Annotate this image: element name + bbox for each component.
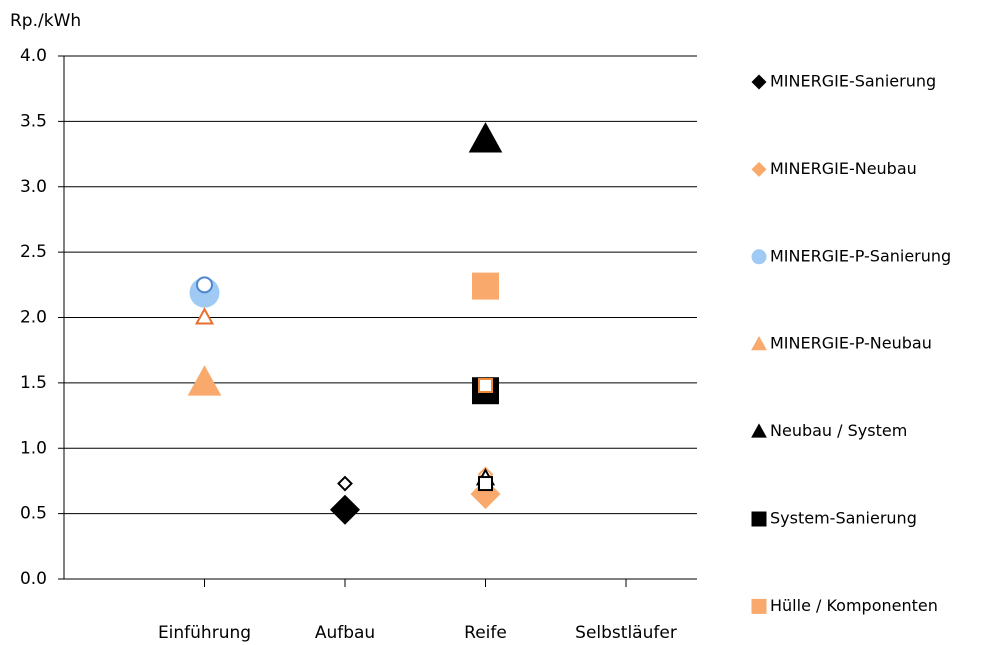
x-tick-label: Selbstläufer (575, 623, 677, 643)
marker (478, 377, 493, 393)
legend-label: MINERGIE-P-Sanierung (770, 246, 951, 265)
marker (196, 276, 213, 294)
y-tick-label: 0.0 (20, 569, 47, 589)
marker (194, 307, 215, 325)
legend-label: Hülle / Komponenten (770, 596, 938, 615)
legend-marker (751, 74, 767, 90)
y-axis-label: Rp./kWh (10, 11, 81, 31)
legend-marker (751, 511, 767, 527)
y-tick-label: 1.5 (20, 373, 47, 393)
marker (337, 475, 353, 492)
legend-label: MINERGIE-Sanierung (770, 72, 936, 91)
x-tick-label: Reife (464, 623, 507, 643)
legend-marker (751, 161, 767, 177)
y-tick-label: 3.5 (20, 111, 47, 131)
y-tick-label: 2.0 (20, 308, 47, 328)
legend-marker (751, 423, 767, 438)
x-tick-label: Einführung (158, 623, 251, 643)
legend-marker (751, 598, 767, 614)
legend-label: System-Sanierung (770, 509, 917, 528)
x-tick-label: Aufbau (315, 623, 375, 643)
marker (468, 122, 503, 153)
legend-marker (751, 249, 767, 265)
y-tick-label: 1.0 (20, 438, 47, 458)
y-tick-label: 0.5 (20, 504, 47, 524)
marker (478, 476, 493, 492)
legend-label: MINERGIE-P-Neubau (770, 334, 932, 353)
y-tick-label: 4.0 (20, 46, 47, 66)
marker (330, 494, 360, 525)
marker (187, 365, 222, 396)
legend-label: MINERGIE-Neubau (770, 159, 917, 178)
y-tick-label: 3.0 (20, 177, 47, 197)
legend-label: Neubau / System (770, 421, 907, 440)
legend-marker (751, 335, 767, 351)
marker (472, 272, 499, 300)
y-tick-label: 2.5 (20, 242, 47, 262)
